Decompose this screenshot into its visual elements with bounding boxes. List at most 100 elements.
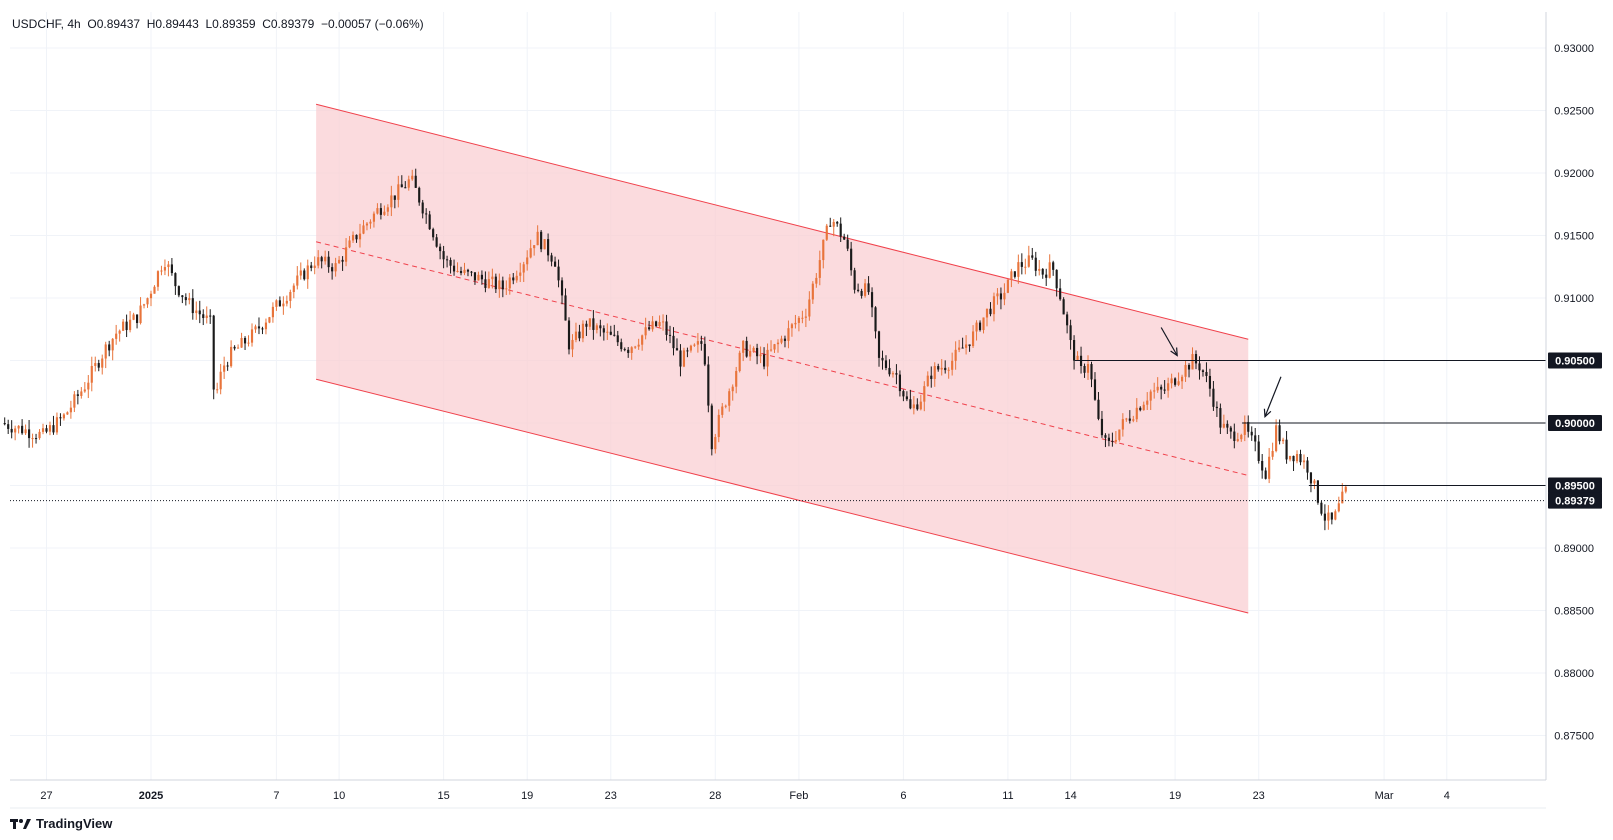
candle[interactable] (230, 340, 233, 368)
candle[interactable] (818, 250, 821, 286)
candle[interactable] (310, 261, 313, 272)
candle[interactable] (233, 345, 236, 351)
candle[interactable] (45, 424, 48, 434)
candle[interactable] (1073, 335, 1076, 370)
candle[interactable] (494, 273, 497, 294)
candle[interactable] (515, 270, 518, 283)
candle[interactable] (1090, 361, 1093, 388)
candle[interactable] (1118, 429, 1121, 442)
candle[interactable] (543, 238, 546, 250)
candle[interactable] (351, 231, 355, 243)
annotation-arrows[interactable] (1160, 327, 1282, 419)
candle[interactable] (1114, 431, 1117, 445)
candle[interactable] (714, 433, 717, 454)
candle[interactable] (439, 243, 442, 260)
candle[interactable] (912, 396, 915, 415)
candle[interactable] (547, 233, 550, 262)
candle[interactable] (958, 339, 961, 353)
candle[interactable] (710, 403, 713, 456)
candle[interactable] (1295, 450, 1299, 464)
candle[interactable] (1100, 410, 1104, 438)
candle[interactable] (971, 325, 975, 348)
candle[interactable] (261, 326, 264, 335)
candle[interactable] (334, 257, 337, 277)
candle[interactable] (414, 168, 417, 189)
candle[interactable] (850, 241, 853, 276)
candle[interactable] (1083, 363, 1086, 378)
candle[interactable] (571, 334, 574, 358)
candle[interactable] (418, 186, 421, 206)
candle[interactable] (682, 347, 686, 368)
candle[interactable] (808, 291, 811, 321)
candle[interactable] (1191, 347, 1194, 370)
candle[interactable] (895, 364, 898, 385)
candle[interactable] (480, 270, 483, 285)
candle[interactable] (463, 262, 466, 276)
candle[interactable] (616, 330, 619, 346)
candle[interactable] (435, 233, 438, 248)
channel-middle-line[interactable] (315, 241, 1249, 476)
candle[interactable] (1024, 258, 1027, 275)
candle[interactable] (247, 335, 250, 347)
candle[interactable] (484, 271, 487, 293)
candle[interactable] (1104, 433, 1107, 448)
candle[interactable] (31, 433, 34, 448)
candle[interactable] (446, 255, 449, 268)
candle[interactable] (285, 295, 288, 307)
candlestick-series[interactable] (3, 168, 1347, 531)
candle[interactable] (1160, 384, 1163, 400)
candle[interactable] (839, 217, 842, 243)
candle[interactable] (344, 238, 348, 267)
candle[interactable] (881, 350, 884, 370)
candle[interactable] (1250, 426, 1253, 441)
candle[interactable] (905, 391, 908, 402)
candle[interactable] (21, 419, 24, 435)
candle[interactable] (1180, 374, 1184, 389)
candle[interactable] (254, 324, 257, 333)
candle[interactable] (644, 317, 647, 340)
candle[interactable] (299, 262, 302, 280)
candle[interactable] (1313, 478, 1316, 490)
candle[interactable] (1268, 448, 1271, 484)
candle[interactable] (940, 359, 943, 376)
tradingview-logo[interactable]: TradingView (10, 816, 112, 831)
candle[interactable] (668, 325, 672, 344)
candle[interactable] (160, 265, 163, 276)
candle[interactable] (1059, 278, 1062, 301)
candle[interactable] (1177, 372, 1180, 387)
candle[interactable] (17, 425, 20, 434)
candle[interactable] (198, 300, 201, 324)
candle[interactable] (1264, 467, 1267, 480)
candle[interactable] (756, 343, 759, 365)
candle[interactable] (195, 301, 198, 320)
candle[interactable] (411, 169, 414, 181)
candle[interactable] (48, 421, 52, 436)
candle[interactable] (1107, 433, 1110, 447)
candle[interactable] (1041, 268, 1044, 279)
candle[interactable] (470, 270, 473, 277)
candle[interactable] (1163, 380, 1166, 394)
candle[interactable] (661, 314, 665, 331)
candle[interactable] (129, 311, 132, 333)
candle[interactable] (428, 210, 431, 230)
candle[interactable] (930, 366, 933, 388)
symbol-name[interactable]: USDCHF (12, 17, 61, 31)
candle[interactable] (425, 208, 428, 224)
candle[interactable] (968, 344, 971, 352)
candle[interactable] (1045, 268, 1048, 286)
candle[interactable] (634, 345, 637, 349)
candle[interactable] (149, 290, 153, 307)
candle[interactable] (101, 354, 104, 375)
candle[interactable] (731, 384, 734, 401)
candle[interactable] (108, 340, 111, 357)
candle[interactable] (1323, 504, 1326, 531)
candle[interactable] (1285, 431, 1288, 464)
candle[interactable] (1306, 457, 1309, 480)
candle[interactable] (226, 361, 229, 371)
candle[interactable] (177, 285, 180, 298)
candle[interactable] (769, 340, 773, 352)
candle[interactable] (877, 330, 881, 367)
candle[interactable] (780, 335, 783, 345)
candle[interactable] (745, 336, 748, 358)
